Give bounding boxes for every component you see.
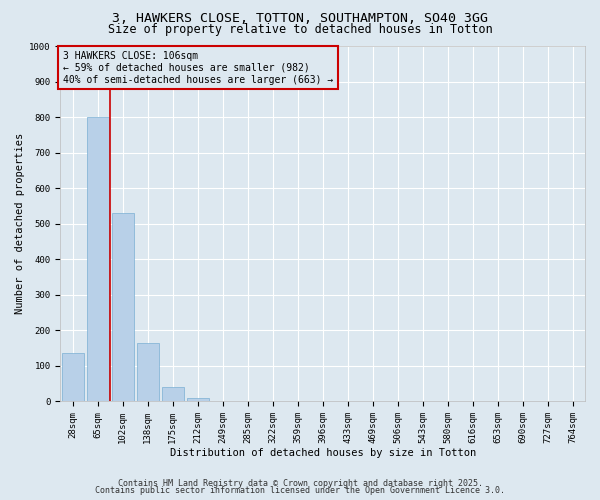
Text: 3, HAWKERS CLOSE, TOTTON, SOUTHAMPTON, SO40 3GG: 3, HAWKERS CLOSE, TOTTON, SOUTHAMPTON, S…	[112, 12, 488, 26]
Bar	[62, 354, 84, 402]
Bar	[137, 342, 159, 402]
X-axis label: Distribution of detached houses by size in Totton: Distribution of detached houses by size …	[170, 448, 476, 458]
Text: Size of property relative to detached houses in Totton: Size of property relative to detached ho…	[107, 22, 493, 36]
Text: 3 HAWKERS CLOSE: 106sqm
← 59% of detached houses are smaller (982)
40% of semi-d: 3 HAWKERS CLOSE: 106sqm ← 59% of detache…	[63, 52, 333, 84]
Text: Contains public sector information licensed under the Open Government Licence 3.: Contains public sector information licen…	[95, 486, 505, 495]
Text: Contains HM Land Registry data © Crown copyright and database right 2025.: Contains HM Land Registry data © Crown c…	[118, 478, 482, 488]
Y-axis label: Number of detached properties: Number of detached properties	[15, 133, 25, 314]
Bar	[187, 398, 209, 402]
Bar	[86, 117, 109, 402]
Bar	[161, 387, 184, 402]
Bar	[112, 213, 134, 402]
